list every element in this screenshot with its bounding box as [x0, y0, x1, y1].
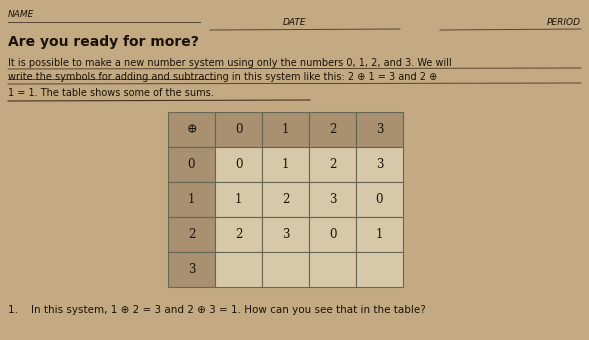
Text: 0: 0: [235, 123, 242, 136]
Text: 3: 3: [376, 158, 383, 171]
Text: 1: 1: [188, 193, 195, 206]
Text: 1: 1: [282, 158, 289, 171]
Bar: [309, 182, 356, 217]
Text: 1: 1: [282, 123, 289, 136]
Text: 0: 0: [329, 228, 336, 241]
Text: 3: 3: [188, 263, 195, 276]
Bar: [168, 112, 215, 147]
Text: NAME: NAME: [8, 10, 34, 19]
Text: ⊕: ⊕: [186, 123, 197, 136]
Text: 2: 2: [329, 123, 336, 136]
Bar: [215, 182, 262, 217]
Text: 3: 3: [376, 123, 383, 136]
Bar: [215, 147, 262, 182]
Text: write the symbols for adding and subtracting in this system like this: 2 ⊕ 1 = 3: write the symbols for adding and subtrac…: [8, 72, 437, 82]
Text: 1: 1: [376, 228, 383, 241]
Bar: [168, 147, 215, 182]
Text: 3: 3: [282, 228, 289, 241]
Text: 2: 2: [329, 158, 336, 171]
Text: PERIOD: PERIOD: [547, 18, 581, 27]
Bar: [309, 217, 356, 252]
Bar: [262, 217, 309, 252]
Bar: [356, 182, 403, 217]
Bar: [262, 147, 309, 182]
Bar: [356, 252, 403, 287]
Text: DATE: DATE: [283, 18, 307, 27]
Bar: [356, 147, 403, 182]
Bar: [168, 252, 215, 287]
Text: 3: 3: [329, 193, 336, 206]
Text: 2: 2: [235, 228, 242, 241]
Bar: [168, 182, 215, 217]
Bar: [309, 147, 356, 182]
Text: 0: 0: [188, 158, 195, 171]
Bar: [215, 252, 262, 287]
Bar: [262, 182, 309, 217]
Text: 1: 1: [235, 193, 242, 206]
Bar: [309, 252, 356, 287]
Text: 2: 2: [282, 193, 289, 206]
Text: 2: 2: [188, 228, 195, 241]
Bar: [262, 252, 309, 287]
Bar: [262, 112, 309, 147]
Text: 0: 0: [235, 158, 242, 171]
Bar: [215, 217, 262, 252]
Bar: [356, 112, 403, 147]
Bar: [168, 217, 215, 252]
Text: 0: 0: [376, 193, 383, 206]
Bar: [309, 112, 356, 147]
Text: Are you ready for more?: Are you ready for more?: [8, 35, 199, 49]
Text: 1.    In this system, 1 ⊕ 2 = 3 and 2 ⊕ 3 = 1. How can you see that in the table: 1. In this system, 1 ⊕ 2 = 3 and 2 ⊕ 3 =…: [8, 305, 426, 315]
Text: 1 = 1. The table shows some of the sums.: 1 = 1. The table shows some of the sums.: [8, 88, 214, 98]
Bar: [215, 112, 262, 147]
Text: It is possible to make a new number system using only the numbers 0, 1, 2, and 3: It is possible to make a new number syst…: [8, 58, 452, 68]
Bar: [356, 217, 403, 252]
